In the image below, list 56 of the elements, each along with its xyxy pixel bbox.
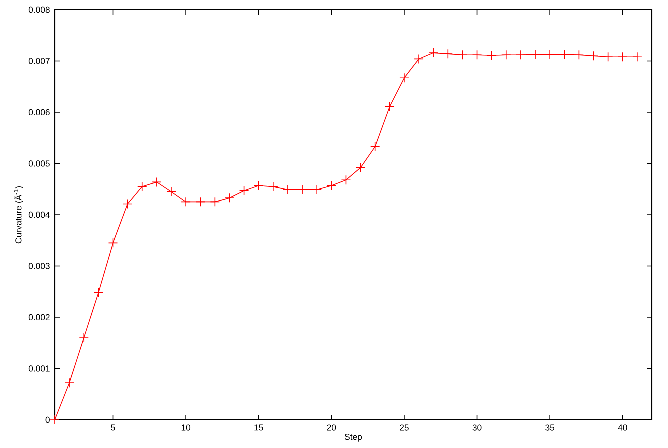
point	[486, 50, 497, 61]
point	[385, 102, 395, 112]
x-tick-label: 15	[254, 424, 264, 431]
point	[79, 333, 90, 343]
point	[574, 50, 584, 60]
point	[472, 50, 482, 60]
point	[181, 197, 191, 208]
y-tick-label: 0.006	[28, 109, 50, 116]
point	[516, 50, 526, 60]
point	[108, 238, 118, 248]
y-tick-label: 0.007	[28, 58, 50, 64]
point	[560, 50, 570, 60]
point	[312, 184, 322, 195]
x-tick-label: 25	[400, 424, 409, 431]
point	[224, 193, 235, 203]
point	[400, 73, 410, 84]
point	[341, 175, 352, 186]
x-tick-label: 35	[546, 424, 555, 431]
x-axis-title: Step	[344, 434, 362, 442]
x-tick-label: 5	[111, 424, 116, 431]
y-axis-title: Curvature (Å$^{-1}$)	[14, 186, 24, 244]
y-tick-label: 0	[46, 416, 50, 424]
point	[588, 51, 599, 62]
point	[94, 288, 104, 298]
point	[618, 52, 628, 62]
y-tick-label: 0.008	[28, 6, 50, 14]
point	[632, 52, 642, 62]
point	[428, 48, 438, 58]
point	[137, 182, 148, 192]
point	[254, 180, 264, 191]
point	[458, 50, 468, 60]
point	[64, 378, 74, 388]
x-tick-label: 30	[472, 424, 482, 431]
point	[326, 180, 337, 191]
point	[239, 186, 250, 196]
point	[196, 197, 206, 208]
point	[603, 52, 614, 62]
point	[268, 182, 278, 192]
y-tick-label: 0.003	[28, 263, 50, 270]
point	[370, 142, 380, 152]
x-tick-label: 20	[327, 424, 336, 431]
point	[50, 415, 60, 425]
point	[166, 187, 176, 197]
y-tick-label: 0.002	[28, 314, 50, 321]
point	[414, 54, 424, 64]
point	[122, 199, 133, 210]
point	[356, 162, 366, 173]
y-tick-label: 0.001	[28, 366, 50, 372]
y-tick-label: 0.005	[28, 160, 50, 167]
point	[152, 177, 162, 188]
point	[443, 49, 454, 59]
x-tick-label: 10	[182, 424, 191, 431]
point	[283, 184, 293, 195]
point	[210, 197, 220, 208]
y-tick-label: 0.004	[28, 212, 50, 218]
x-tick-label: 40	[618, 424, 628, 431]
